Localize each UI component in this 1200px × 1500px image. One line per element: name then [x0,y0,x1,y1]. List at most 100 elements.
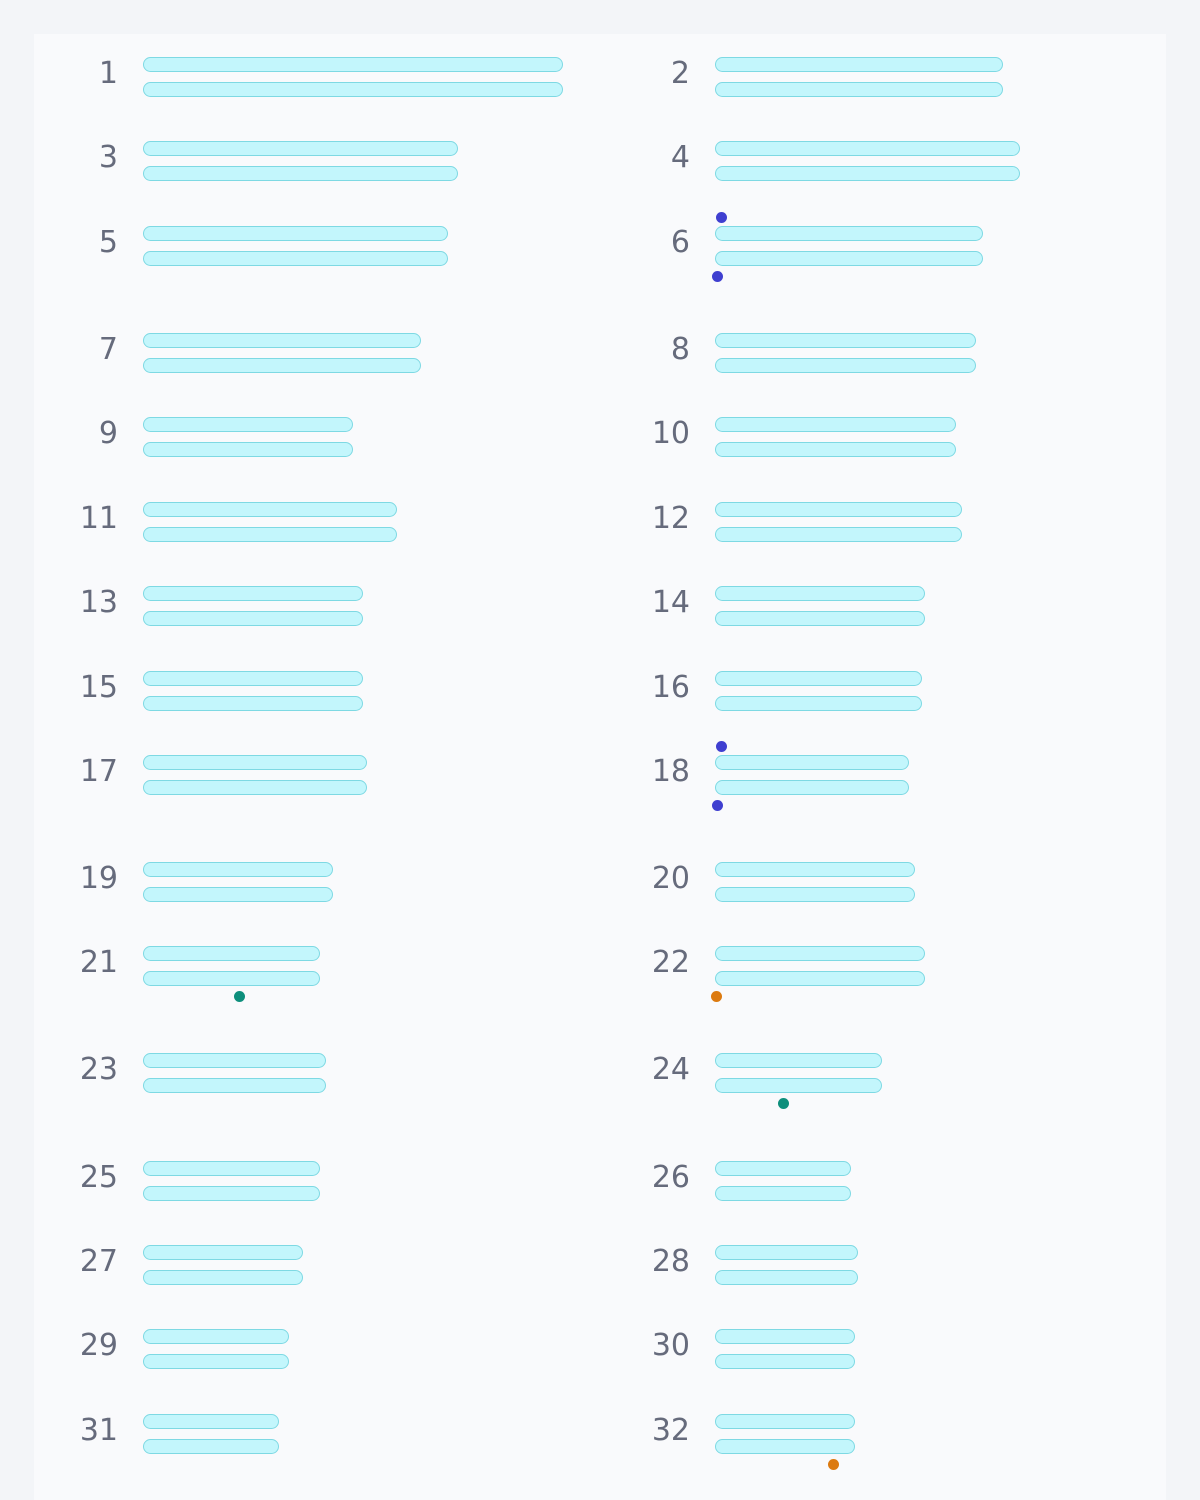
pair-label-26: 26 [651,1160,690,1195]
chromatid-23-a [143,1053,326,1068]
pair-label-6: 6 [670,225,690,260]
chromatid-7-a [143,333,421,348]
chromatid-25-a [143,1161,320,1176]
chromatid-3-a [143,141,458,156]
chromatid-19-b [143,887,333,902]
chromatid-10-a [715,417,956,432]
pair-label-18: 18 [651,754,690,789]
chromatid-18-a [715,755,909,770]
chromatid-1-b [143,82,563,97]
chromatid-32-a [715,1414,855,1429]
chromatid-15-b [143,696,363,711]
chromatid-24-a [715,1053,882,1068]
pair-label-16: 16 [651,670,690,705]
pair-label-11: 11 [79,501,118,536]
chromatid-21-b [143,971,320,986]
chromatid-16-b [715,696,922,711]
chromatid-5-a [143,226,448,241]
pair-label-20: 20 [651,861,690,896]
chromatid-29-a [143,1329,289,1344]
mark-32-1 [827,1459,839,1470]
chromatid-8-a [715,333,976,348]
chromatid-14-a [715,586,925,601]
pair-label-23: 23 [79,1052,118,1087]
pair-label-14: 14 [651,585,690,620]
pair-label-7: 7 [98,332,118,367]
chromatid-9-b [143,442,353,457]
chromatid-14-b [715,611,925,626]
chromatid-28-b [715,1270,858,1285]
chromatid-2-b [715,82,1003,97]
mark-6-1 [715,212,727,223]
pair-label-22: 22 [651,945,690,980]
chromatid-4-b [715,166,1020,181]
karyotype-panel: 1 2 3 4 5 6 7 8 9 10 11 12 13 14 15 16 17 18 19 20 21 22 23 24 2… [34,34,1166,1500]
chromatid-31-b [143,1439,279,1454]
mark-21-1 [233,991,245,1002]
chromatid-25-b [143,1186,320,1201]
chromatid-9-a [143,417,353,432]
chromatid-12-a [715,502,962,517]
chromatid-17-a [143,755,367,770]
mark-18-1 [715,741,727,752]
chromatid-18-b [715,780,909,795]
chromatid-13-b [143,611,363,626]
chromatid-11-b [143,527,397,542]
mark-22-1 [710,991,722,1002]
pair-label-19: 19 [79,861,118,896]
chromatid-27-b [143,1270,303,1285]
chromatid-6-a [715,226,983,241]
pair-label-12: 12 [651,501,690,536]
chromatid-13-a [143,586,363,601]
chromatid-32-b [715,1439,855,1454]
chromatid-6-b [715,251,983,266]
pair-label-1: 1 [98,56,118,91]
chromatid-29-b [143,1354,289,1369]
pair-label-5: 5 [98,225,118,260]
pair-label-8: 8 [670,332,690,367]
pair-label-30: 30 [651,1328,690,1363]
mark-24-1 [777,1098,789,1109]
pair-label-25: 25 [79,1160,118,1195]
chromatid-15-a [143,671,363,686]
chromatid-12-b [715,527,962,542]
chromatid-26-a [715,1161,851,1176]
chromatid-3-b [143,166,458,181]
chromatid-19-a [143,862,333,877]
pair-label-10: 10 [651,416,690,451]
chromatid-20-a [715,862,915,877]
chromatid-11-a [143,502,397,517]
pair-label-28: 28 [651,1244,690,1279]
pair-label-24: 24 [651,1052,690,1087]
chromatid-24-b [715,1078,882,1093]
chromatid-16-a [715,671,922,686]
pair-label-2: 2 [670,56,690,91]
pair-label-21: 21 [79,945,118,980]
pair-label-9: 9 [98,416,118,451]
pair-label-17: 17 [79,754,118,789]
chromatid-28-a [715,1245,858,1260]
chromatid-22-b [715,971,925,986]
pair-label-3: 3 [98,140,118,175]
chromatid-23-b [143,1078,326,1093]
chromatid-7-b [143,358,421,373]
chromatid-27-a [143,1245,303,1260]
chromatid-10-b [715,442,956,457]
chromatid-1-a [143,57,563,72]
chromatid-26-b [715,1186,851,1201]
chromatid-8-b [715,358,976,373]
chromatid-30-b [715,1354,855,1369]
pair-label-29: 29 [79,1328,118,1363]
pair-label-15: 15 [79,670,118,705]
mark-18-2 [711,800,723,811]
pair-label-4: 4 [670,140,690,175]
chromatid-4-a [715,141,1020,156]
mark-6-2 [711,271,723,282]
chromatid-30-a [715,1329,855,1344]
chromatid-17-b [143,780,367,795]
chromatid-5-b [143,251,448,266]
pair-label-27: 27 [79,1244,118,1279]
chromatid-31-a [143,1414,279,1429]
pair-label-32: 32 [651,1413,690,1448]
chromatid-21-a [143,946,320,961]
